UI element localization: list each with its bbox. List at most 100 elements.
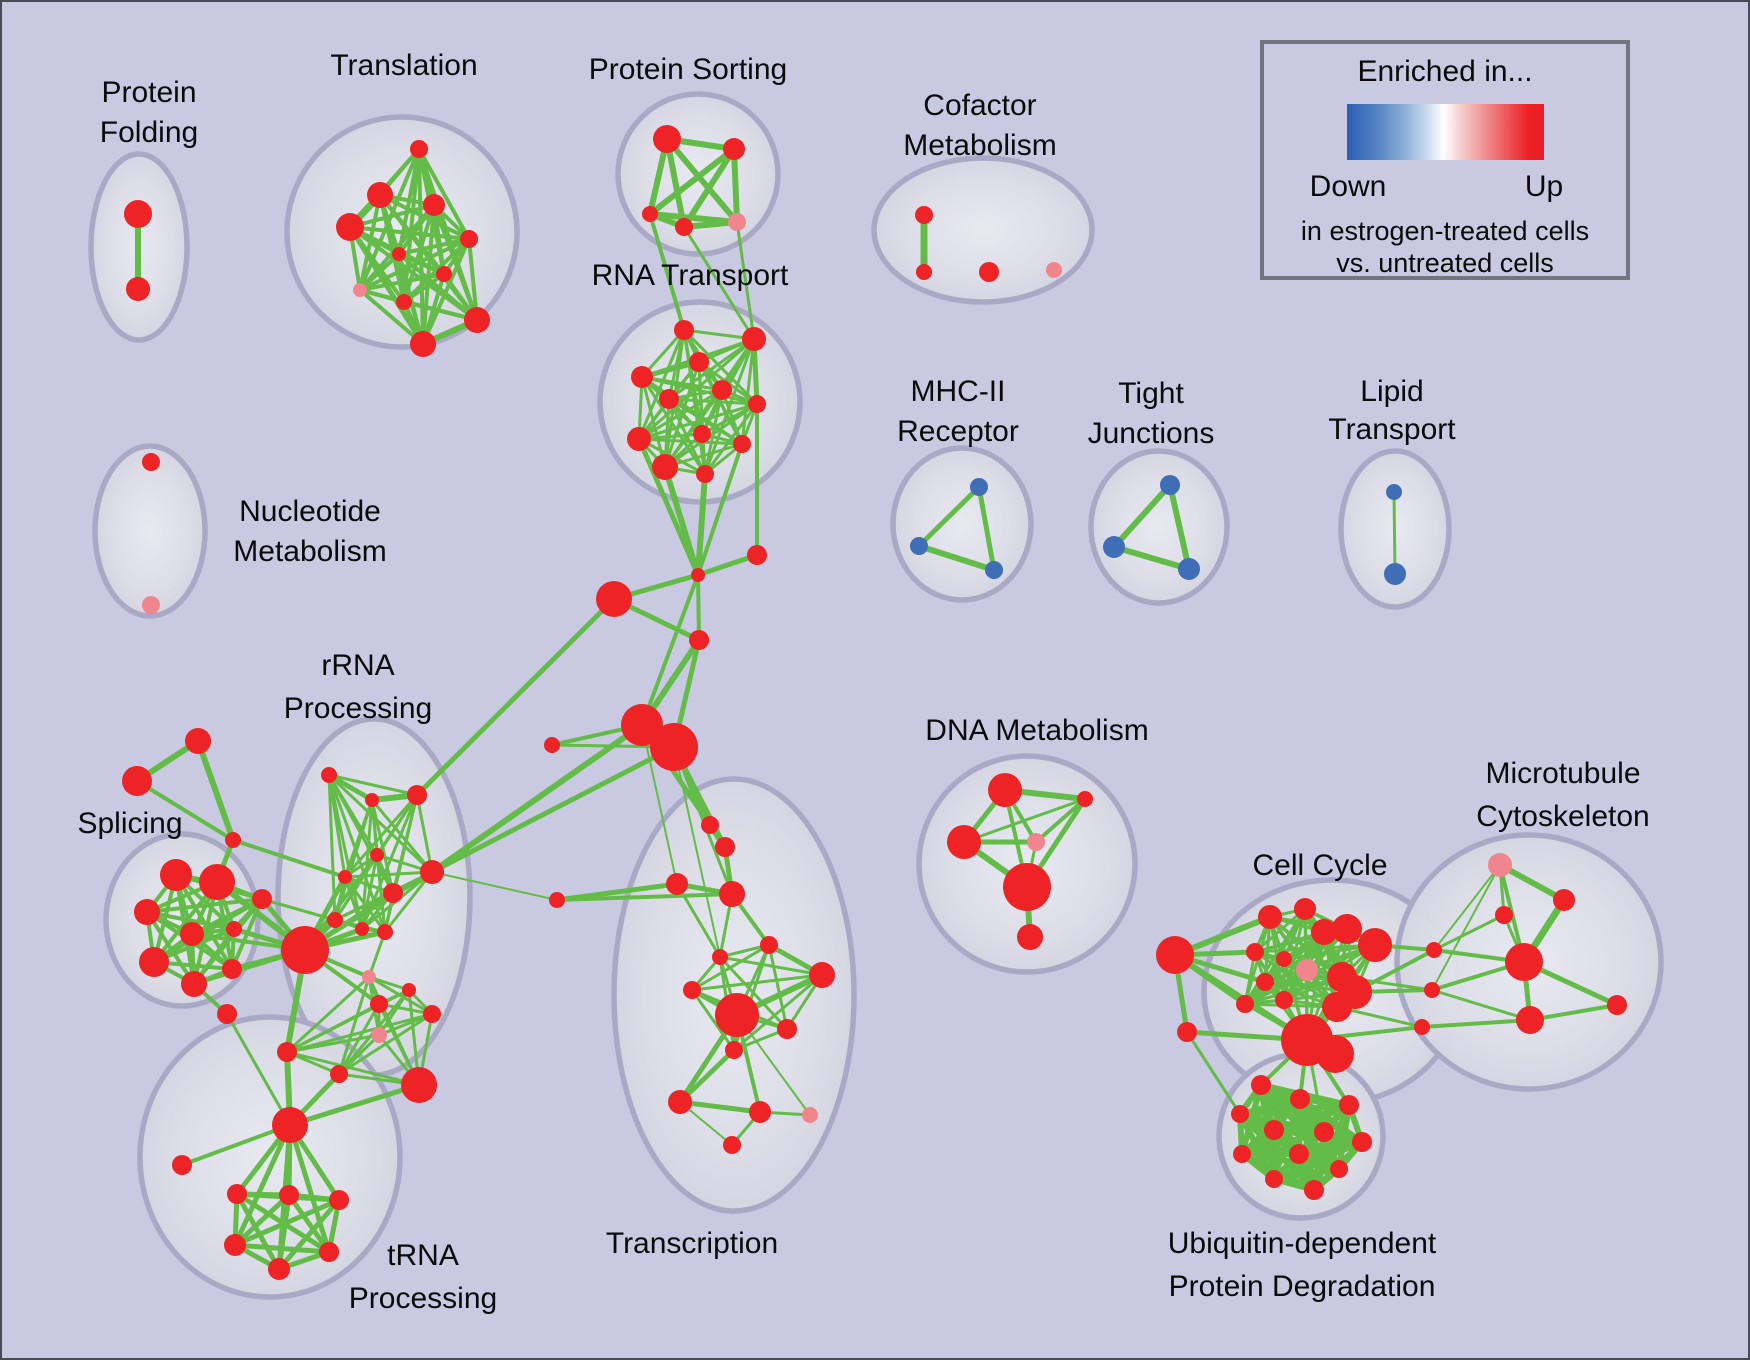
gene-set-node-ub1 xyxy=(1290,1089,1310,1109)
gene-set-node-rt11 xyxy=(696,465,714,483)
edge-rt9-rt10 xyxy=(663,442,744,469)
gene-set-node-cc11 xyxy=(1275,991,1293,1009)
edge-t3-t10 xyxy=(347,224,426,347)
edge-tj0-tj2 xyxy=(1167,482,1192,572)
gene-set-node-t2 xyxy=(423,194,445,216)
cluster-cofactor-metabolism xyxy=(871,155,1095,305)
cluster-label-trna-processing: Processing xyxy=(349,1282,497,1315)
edge-trB-trC xyxy=(135,779,235,842)
gene-set-node-t5 xyxy=(392,247,406,261)
gene-set-node-ub5 xyxy=(1314,1122,1334,1142)
cluster-mhc-ii-receptor xyxy=(890,445,1034,603)
gene-set-node-tl xyxy=(549,892,565,908)
gene-set-node-cc12 xyxy=(1236,995,1254,1013)
gene-set-node-rr2 xyxy=(407,785,427,805)
edge-rr4-rr8 xyxy=(343,875,364,931)
cluster-label-splicing: Splicing xyxy=(77,807,182,840)
edge-rr6-h2 xyxy=(429,744,677,875)
gene-set-node-rt7 xyxy=(627,427,651,451)
gene-set-node-trC xyxy=(225,832,241,848)
edge-lp0-lp1 xyxy=(1392,490,1397,576)
edge-rt9-j xyxy=(696,442,744,577)
gene-set-node-hx0 xyxy=(227,1184,247,1204)
edge-rt11-j xyxy=(695,471,708,578)
gene-set-node-rt8 xyxy=(693,425,711,443)
edge-lr5-lr8 xyxy=(285,1033,381,1054)
edge-lr0-lr1 xyxy=(367,975,411,992)
gene-set-node-rt3 xyxy=(631,366,653,388)
gene-set-node-lr8 xyxy=(277,1042,297,1062)
gene-set-node-pf1 xyxy=(126,277,150,301)
edge-rr2-rr4 xyxy=(343,793,419,879)
edge-rr2-rr6 xyxy=(415,793,434,874)
gene-set-node-lr4 xyxy=(423,1005,441,1023)
gene-set-node-sp3 xyxy=(180,922,204,946)
gene-set-node-h2 xyxy=(650,723,698,771)
gene-set-node-ub9 xyxy=(1330,1160,1348,1178)
edge-tx6-tx10 xyxy=(690,988,736,1052)
gene-set-node-cc0 xyxy=(1156,936,1194,974)
gene-set-node-cf0 xyxy=(915,206,933,224)
gene-set-node-cc4 xyxy=(1311,919,1337,945)
gene-set-node-t8 xyxy=(396,294,412,310)
gene-set-node-h1 xyxy=(621,704,663,746)
gene-set-node-nm1 xyxy=(142,596,160,614)
gene-set-node-hx5 xyxy=(268,1258,290,1280)
edge-th-hx3 xyxy=(232,1122,293,1248)
edge-cc19-mt4 xyxy=(1420,1018,1532,1029)
edge-tx2-tx4 xyxy=(675,882,722,959)
gene-set-node-x0 xyxy=(217,1004,237,1024)
cluster-label-rrna-processing: Processing xyxy=(284,692,432,725)
edge-hx3-hx4 xyxy=(232,1242,332,1255)
gene-set-node-rr5 xyxy=(383,883,403,903)
legend-title: Enriched in... xyxy=(1357,55,1533,88)
label-layer: Protein Folding Translation Protein Sorting… xyxy=(77,49,1649,1315)
edge-cc6-cc8 xyxy=(1253,943,1377,954)
edge-dm1-dm2 xyxy=(962,797,1087,844)
edge-rr6-h1 xyxy=(429,722,645,875)
edge-ps2-rt0 xyxy=(648,212,686,332)
edge-rt1-rt5 xyxy=(667,337,756,401)
cluster-label-rna-transport: RNA Transport xyxy=(592,259,789,292)
gene-set-node-hx3 xyxy=(224,1234,246,1256)
cluster-nucleotide-metabolism xyxy=(92,443,208,619)
edge-cc1-ub3 xyxy=(1185,1030,1242,1116)
gene-set-node-cc5 xyxy=(1332,914,1362,944)
cluster-label-microtubule-cytoskeleton: Microtubule xyxy=(1485,757,1640,790)
gene-set-node-rt10 xyxy=(652,454,678,480)
gene-set-node-lp1 xyxy=(1384,563,1406,585)
gene-set-node-cc3 xyxy=(1294,898,1316,920)
gene-set-node-cc10 xyxy=(1256,973,1274,991)
gene-set-node-dm5 xyxy=(1017,924,1043,950)
gene-set-node-rr4 xyxy=(338,870,352,884)
legend-up-label: Up xyxy=(1524,170,1564,203)
gene-set-node-mt5 xyxy=(1607,995,1627,1015)
gene-set-node-cc18 xyxy=(1424,982,1440,998)
gene-set-node-ub4 xyxy=(1264,1120,1284,1140)
cluster-label-rrna-processing: rRNA xyxy=(321,649,394,682)
gene-set-node-rt2 xyxy=(689,352,709,372)
gene-set-node-sp0 xyxy=(160,859,192,891)
edge-ub2-ub3 xyxy=(1237,1102,1352,1117)
cluster-label-nucleotide-metabolism: Nucleotide xyxy=(239,495,381,528)
edge-rr0-rr8 xyxy=(327,773,364,931)
edge-t5-t6 xyxy=(397,252,446,276)
gene-set-node-lm xyxy=(689,630,709,650)
edge-lr4-lr8 xyxy=(285,1012,434,1054)
gene-set-node-ps4 xyxy=(728,213,746,231)
gene-set-node-cf1 xyxy=(916,264,932,280)
gene-set-node-ps3 xyxy=(675,218,693,236)
gene-set-node-lr0 xyxy=(362,970,376,984)
cluster-label-ubiquitin-degradation: Protein Degradation xyxy=(1169,1270,1436,1303)
gene-set-node-t10 xyxy=(410,331,436,357)
gene-set-node-tx7 xyxy=(809,962,835,988)
edge-t2-t3 xyxy=(348,203,436,229)
gene-set-node-j xyxy=(691,568,705,582)
cluster-label-protein-folding: Protein xyxy=(101,76,196,109)
gene-set-node-tj2 xyxy=(1178,558,1200,580)
gene-set-node-t3 xyxy=(336,213,364,241)
gene-set-node-cc16b xyxy=(1316,1035,1354,1073)
edge-h2-tx4 xyxy=(673,746,721,958)
